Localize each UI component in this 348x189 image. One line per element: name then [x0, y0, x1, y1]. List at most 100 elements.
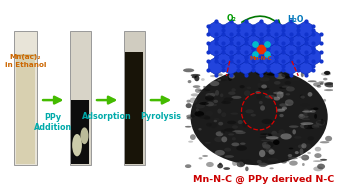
Ellipse shape — [217, 163, 223, 168]
Ellipse shape — [199, 157, 203, 160]
Polygon shape — [276, 48, 291, 66]
Ellipse shape — [227, 121, 236, 124]
Ellipse shape — [313, 166, 323, 171]
Ellipse shape — [259, 150, 266, 157]
Polygon shape — [238, 39, 253, 57]
Ellipse shape — [295, 146, 298, 149]
Ellipse shape — [303, 109, 309, 112]
Ellipse shape — [223, 100, 226, 103]
Ellipse shape — [231, 143, 239, 146]
Ellipse shape — [191, 93, 199, 96]
Ellipse shape — [258, 163, 269, 166]
Ellipse shape — [300, 104, 310, 106]
Ellipse shape — [300, 95, 304, 99]
Ellipse shape — [244, 90, 251, 96]
Ellipse shape — [232, 137, 236, 140]
Polygon shape — [276, 30, 291, 48]
Bar — [71, 100, 89, 164]
Ellipse shape — [302, 163, 305, 166]
Ellipse shape — [264, 150, 274, 152]
Ellipse shape — [286, 160, 290, 162]
Ellipse shape — [307, 152, 311, 154]
Ellipse shape — [304, 143, 311, 149]
Ellipse shape — [301, 143, 307, 149]
Ellipse shape — [300, 124, 308, 128]
Ellipse shape — [301, 72, 304, 77]
Polygon shape — [283, 21, 298, 39]
Ellipse shape — [259, 101, 263, 104]
Polygon shape — [283, 57, 298, 75]
Ellipse shape — [294, 136, 302, 139]
Ellipse shape — [275, 74, 285, 79]
Ellipse shape — [324, 82, 333, 85]
Ellipse shape — [228, 91, 236, 95]
Polygon shape — [223, 39, 238, 57]
Ellipse shape — [196, 108, 199, 112]
Ellipse shape — [214, 120, 217, 122]
Text: O₂: O₂ — [227, 14, 236, 23]
Polygon shape — [246, 48, 261, 66]
Text: PPy
Addition: PPy Addition — [34, 113, 72, 132]
Ellipse shape — [308, 92, 313, 97]
Ellipse shape — [193, 85, 200, 88]
Ellipse shape — [318, 81, 324, 83]
Polygon shape — [208, 21, 223, 39]
Ellipse shape — [80, 127, 88, 144]
Text: Mn-N-C: Mn-N-C — [250, 56, 272, 61]
Polygon shape — [268, 57, 283, 75]
Ellipse shape — [224, 148, 231, 152]
Ellipse shape — [310, 110, 316, 113]
Ellipse shape — [221, 112, 226, 117]
Ellipse shape — [288, 154, 292, 157]
Ellipse shape — [195, 88, 201, 93]
Polygon shape — [246, 30, 261, 48]
Ellipse shape — [223, 167, 230, 170]
Ellipse shape — [274, 97, 280, 101]
Polygon shape — [261, 30, 276, 48]
Polygon shape — [208, 39, 223, 57]
Ellipse shape — [214, 137, 223, 142]
Ellipse shape — [266, 134, 269, 139]
Ellipse shape — [298, 144, 304, 148]
Ellipse shape — [228, 133, 234, 136]
Ellipse shape — [238, 120, 243, 124]
Ellipse shape — [259, 138, 269, 140]
Ellipse shape — [313, 107, 318, 110]
Ellipse shape — [302, 110, 312, 113]
Ellipse shape — [187, 100, 191, 103]
Ellipse shape — [310, 127, 318, 129]
Bar — [125, 52, 143, 164]
Ellipse shape — [276, 109, 285, 112]
Ellipse shape — [260, 77, 270, 81]
Ellipse shape — [265, 95, 275, 98]
Ellipse shape — [286, 86, 295, 91]
Ellipse shape — [192, 75, 197, 78]
Ellipse shape — [231, 88, 236, 92]
Ellipse shape — [261, 140, 270, 141]
Ellipse shape — [279, 87, 286, 89]
Ellipse shape — [314, 153, 322, 158]
Ellipse shape — [325, 136, 332, 141]
Ellipse shape — [256, 72, 266, 75]
Ellipse shape — [256, 95, 262, 99]
Ellipse shape — [232, 125, 238, 129]
Ellipse shape — [270, 138, 278, 142]
Ellipse shape — [312, 124, 319, 129]
Ellipse shape — [232, 160, 237, 166]
Ellipse shape — [280, 92, 284, 97]
Ellipse shape — [313, 160, 322, 162]
Ellipse shape — [298, 114, 305, 119]
Ellipse shape — [262, 142, 268, 147]
Ellipse shape — [292, 129, 296, 134]
Polygon shape — [291, 30, 306, 48]
Polygon shape — [238, 21, 253, 39]
Ellipse shape — [266, 136, 279, 139]
Ellipse shape — [255, 91, 260, 94]
Ellipse shape — [214, 118, 220, 122]
Polygon shape — [298, 57, 313, 75]
Ellipse shape — [245, 167, 248, 171]
Ellipse shape — [317, 121, 324, 123]
Ellipse shape — [262, 119, 273, 124]
Ellipse shape — [246, 87, 251, 89]
Ellipse shape — [240, 143, 246, 145]
